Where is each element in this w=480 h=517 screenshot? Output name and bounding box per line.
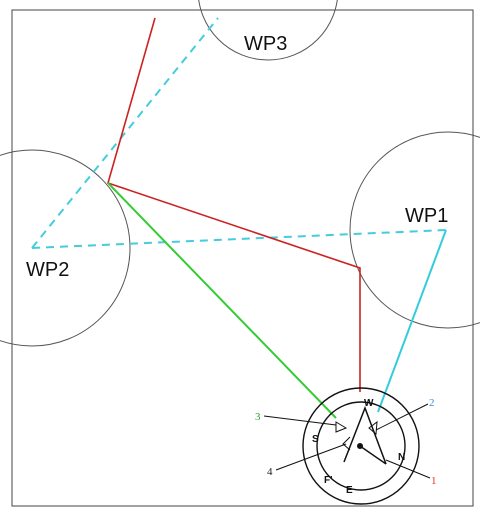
- callout-leader-3: [263, 415, 337, 426]
- vehicle-arrow-icon: [343, 405, 387, 465]
- wp2-label: WP2: [26, 259, 69, 281]
- planned-route-dashed: [31, 17, 447, 249]
- compass-vehicle: W S N E F': [302, 387, 420, 505]
- wp3-label: WP3: [244, 33, 287, 55]
- vehicle-arrow-center-line: [359, 445, 387, 465]
- dashed-segment-wp2-wp1: [31, 229, 447, 249]
- callout-number-2: 2: [429, 397, 435, 409]
- compass-tick-mark: F': [324, 475, 333, 486]
- heading-marker-icon: [368, 420, 378, 436]
- compass-west-label: W: [364, 398, 374, 409]
- wp2-circle: [0, 149, 131, 347]
- green-path: [107, 182, 337, 419]
- callout-leaders: [263, 403, 431, 479]
- callout-leader-1: [385, 459, 431, 479]
- compass-north-label: N: [398, 452, 405, 463]
- red-path: [107, 17, 361, 392]
- compass-inner-ring: [316, 401, 406, 491]
- callout-leader-4: [275, 443, 347, 471]
- compass-east-label: E: [346, 485, 353, 496]
- vehicle-center-dot: [357, 443, 363, 449]
- dashed-segment-wp2-wp3: [31, 17, 219, 249]
- callout-number-1: 1: [431, 475, 437, 487]
- wp3-circle: [198, 0, 338, 61]
- compass-south-label: S: [312, 434, 319, 445]
- wp1-label: WP1: [405, 205, 448, 227]
- callout-leader-2: [375, 403, 429, 431]
- callout-number-4: 4: [267, 466, 273, 478]
- bearing-marker-icon: [342, 436, 351, 451]
- diagram-frame: [11, 9, 474, 507]
- cyan-path: [377, 229, 447, 413]
- callout-number-3: 3: [255, 411, 261, 423]
- compass-outer-ring: [302, 387, 420, 505]
- wp1-circle: [349, 131, 480, 329]
- target-marker-icon: [335, 421, 348, 433]
